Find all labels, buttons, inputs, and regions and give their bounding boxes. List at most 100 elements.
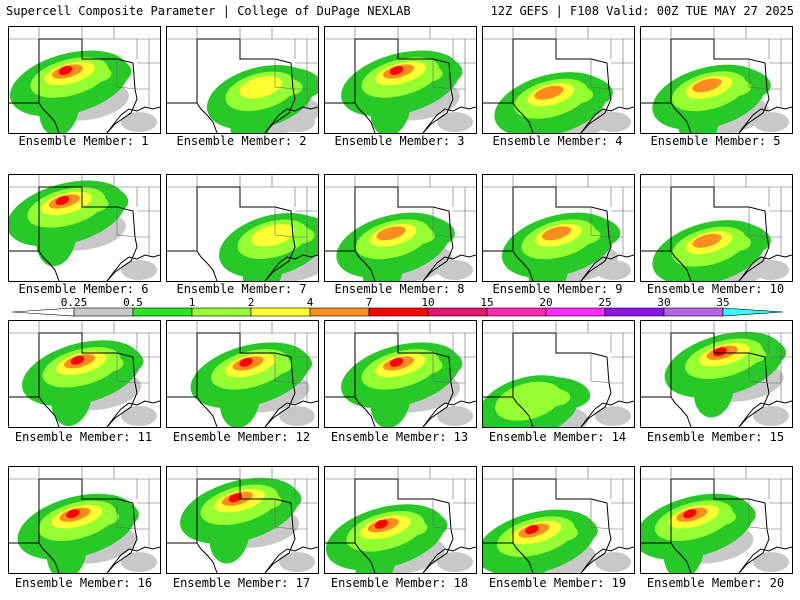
scp-field-map (483, 175, 634, 281)
ensemble-member-label: Ensemble Member: 20 (646, 576, 785, 590)
coastline-border-line (641, 332, 770, 427)
coastline-border-line (354, 102, 376, 133)
scp-contour-red (70, 355, 85, 365)
ensemble-member-label: Ensemble Member: 1 (18, 134, 149, 148)
coastline-border-line (106, 546, 160, 573)
ensemble-map-panel (640, 466, 793, 574)
scp-field-map (483, 467, 634, 573)
coastline-border-line (422, 546, 476, 573)
state-border-line (748, 207, 770, 238)
scp-contour-orange (692, 78, 722, 93)
coastline-border-line (38, 250, 60, 281)
ensemble-map-panel (640, 174, 793, 282)
colorbar-tick-label: 1 (188, 296, 196, 309)
coastline-border-line (422, 106, 476, 133)
colorbar-tick-label: 7 (365, 296, 373, 309)
coastline-border-line (483, 38, 612, 133)
state-border-line (453, 528, 466, 549)
coastline-border-line (325, 332, 454, 427)
ensemble-member-label: Ensemble Member: 11 (14, 430, 153, 444)
coastline-border-line (9, 478, 138, 573)
coastline-border-line (354, 542, 376, 573)
state-border-line (116, 499, 138, 530)
coastline-border-line (38, 396, 60, 427)
state-border-line (116, 59, 138, 90)
colorbar-tick-label: 35 (716, 296, 730, 309)
state-border-line (453, 236, 466, 257)
map-title: Supercell Composite Parameter | College … (6, 4, 411, 18)
ensemble-member-label: Ensemble Member: 17 (172, 576, 311, 590)
scp-contour-red (239, 357, 253, 367)
scp-contour-red (389, 66, 404, 75)
scp-field-map (483, 321, 634, 427)
coastline-border-line (422, 400, 476, 427)
ensemble-map-panel (8, 26, 161, 134)
coastline-border-line (670, 250, 692, 281)
scp-field-map (167, 321, 318, 427)
coastline-border-line (641, 186, 770, 281)
coastline-border-line (9, 38, 138, 133)
coastline-border-line (264, 254, 318, 281)
coastline-border-line (670, 396, 692, 427)
colorbar-swatch (427, 307, 488, 317)
colorbar-swatch (545, 307, 606, 317)
ensemble-map-panel (482, 26, 635, 134)
coastline-border-line (422, 254, 476, 281)
colorbar-tick-label: 15 (480, 296, 494, 309)
state-border-line (611, 382, 624, 403)
scp-field-map (641, 467, 792, 573)
colorbar-swatch (486, 307, 547, 317)
coastline-border-line (325, 38, 454, 133)
scp-field-map (9, 467, 160, 573)
coastline-border-line (483, 332, 612, 427)
model-valid-time: 12Z GEFS | F108 Valid: 00Z TUE MAY 27 20… (490, 4, 794, 18)
scp-contour-red (55, 196, 70, 205)
colorbar-tick-label: 30 (657, 296, 671, 309)
coastline-border-line (512, 396, 534, 427)
coastline-border-line (641, 38, 770, 133)
coastline-border-line (167, 332, 296, 427)
coastline-border-line (670, 102, 692, 133)
scp-contour-gray (595, 260, 631, 280)
ensemble-map-panel (482, 174, 635, 282)
colorbar-swatch (250, 307, 311, 317)
scp-contour-red (683, 509, 697, 519)
scp-field-map (325, 321, 476, 427)
colorbar-tick-label: 10 (421, 296, 435, 309)
state-border-line (769, 88, 782, 109)
state-border-line (432, 499, 454, 530)
scp-contour-orange (541, 226, 572, 241)
scp-contour-gray (437, 112, 473, 132)
ensemble-map-panel (324, 466, 477, 574)
ensemble-member-label: Ensemble Member: 3 (334, 134, 465, 148)
ensemble-map-panel (166, 174, 319, 282)
state-border-line (432, 59, 454, 90)
ensemble-map-panel (166, 320, 319, 428)
coastline-border-line (580, 400, 634, 427)
coastline-border-line (512, 250, 534, 281)
colorbar-tick-label: 2 (247, 296, 255, 309)
scp-contour-yellow (239, 76, 283, 99)
ensemble-map-panel (324, 320, 477, 428)
coastline-border-line (167, 186, 296, 281)
ensemble-member-label: Ensemble Member: 12 (172, 430, 311, 444)
ensemble-member-label: Ensemble Member: 14 (488, 430, 627, 444)
scp-contour-gray (595, 406, 631, 426)
scp-contour-red (66, 509, 80, 519)
state-border-line (748, 59, 770, 90)
ensemble-member-label: Ensemble Member: 4 (492, 134, 623, 148)
state-border-line (748, 353, 770, 384)
colorbar-swatch (368, 307, 429, 317)
ensemble-member-label: Ensemble Member: 6 (18, 282, 149, 296)
scp-contour-gray (121, 112, 157, 132)
coastline-border-line (641, 478, 770, 573)
coastline-border-line (512, 542, 534, 573)
scp-field-map (641, 321, 792, 427)
coastline-border-line (580, 546, 634, 573)
ensemble-member-label: Ensemble Member: 8 (334, 282, 465, 296)
colorbar-min-arrow (11, 307, 75, 317)
scp-contour-red (228, 493, 243, 503)
coastline-border-line (670, 542, 692, 573)
state-border-line (137, 88, 150, 109)
scp-contour-gray (753, 552, 789, 572)
